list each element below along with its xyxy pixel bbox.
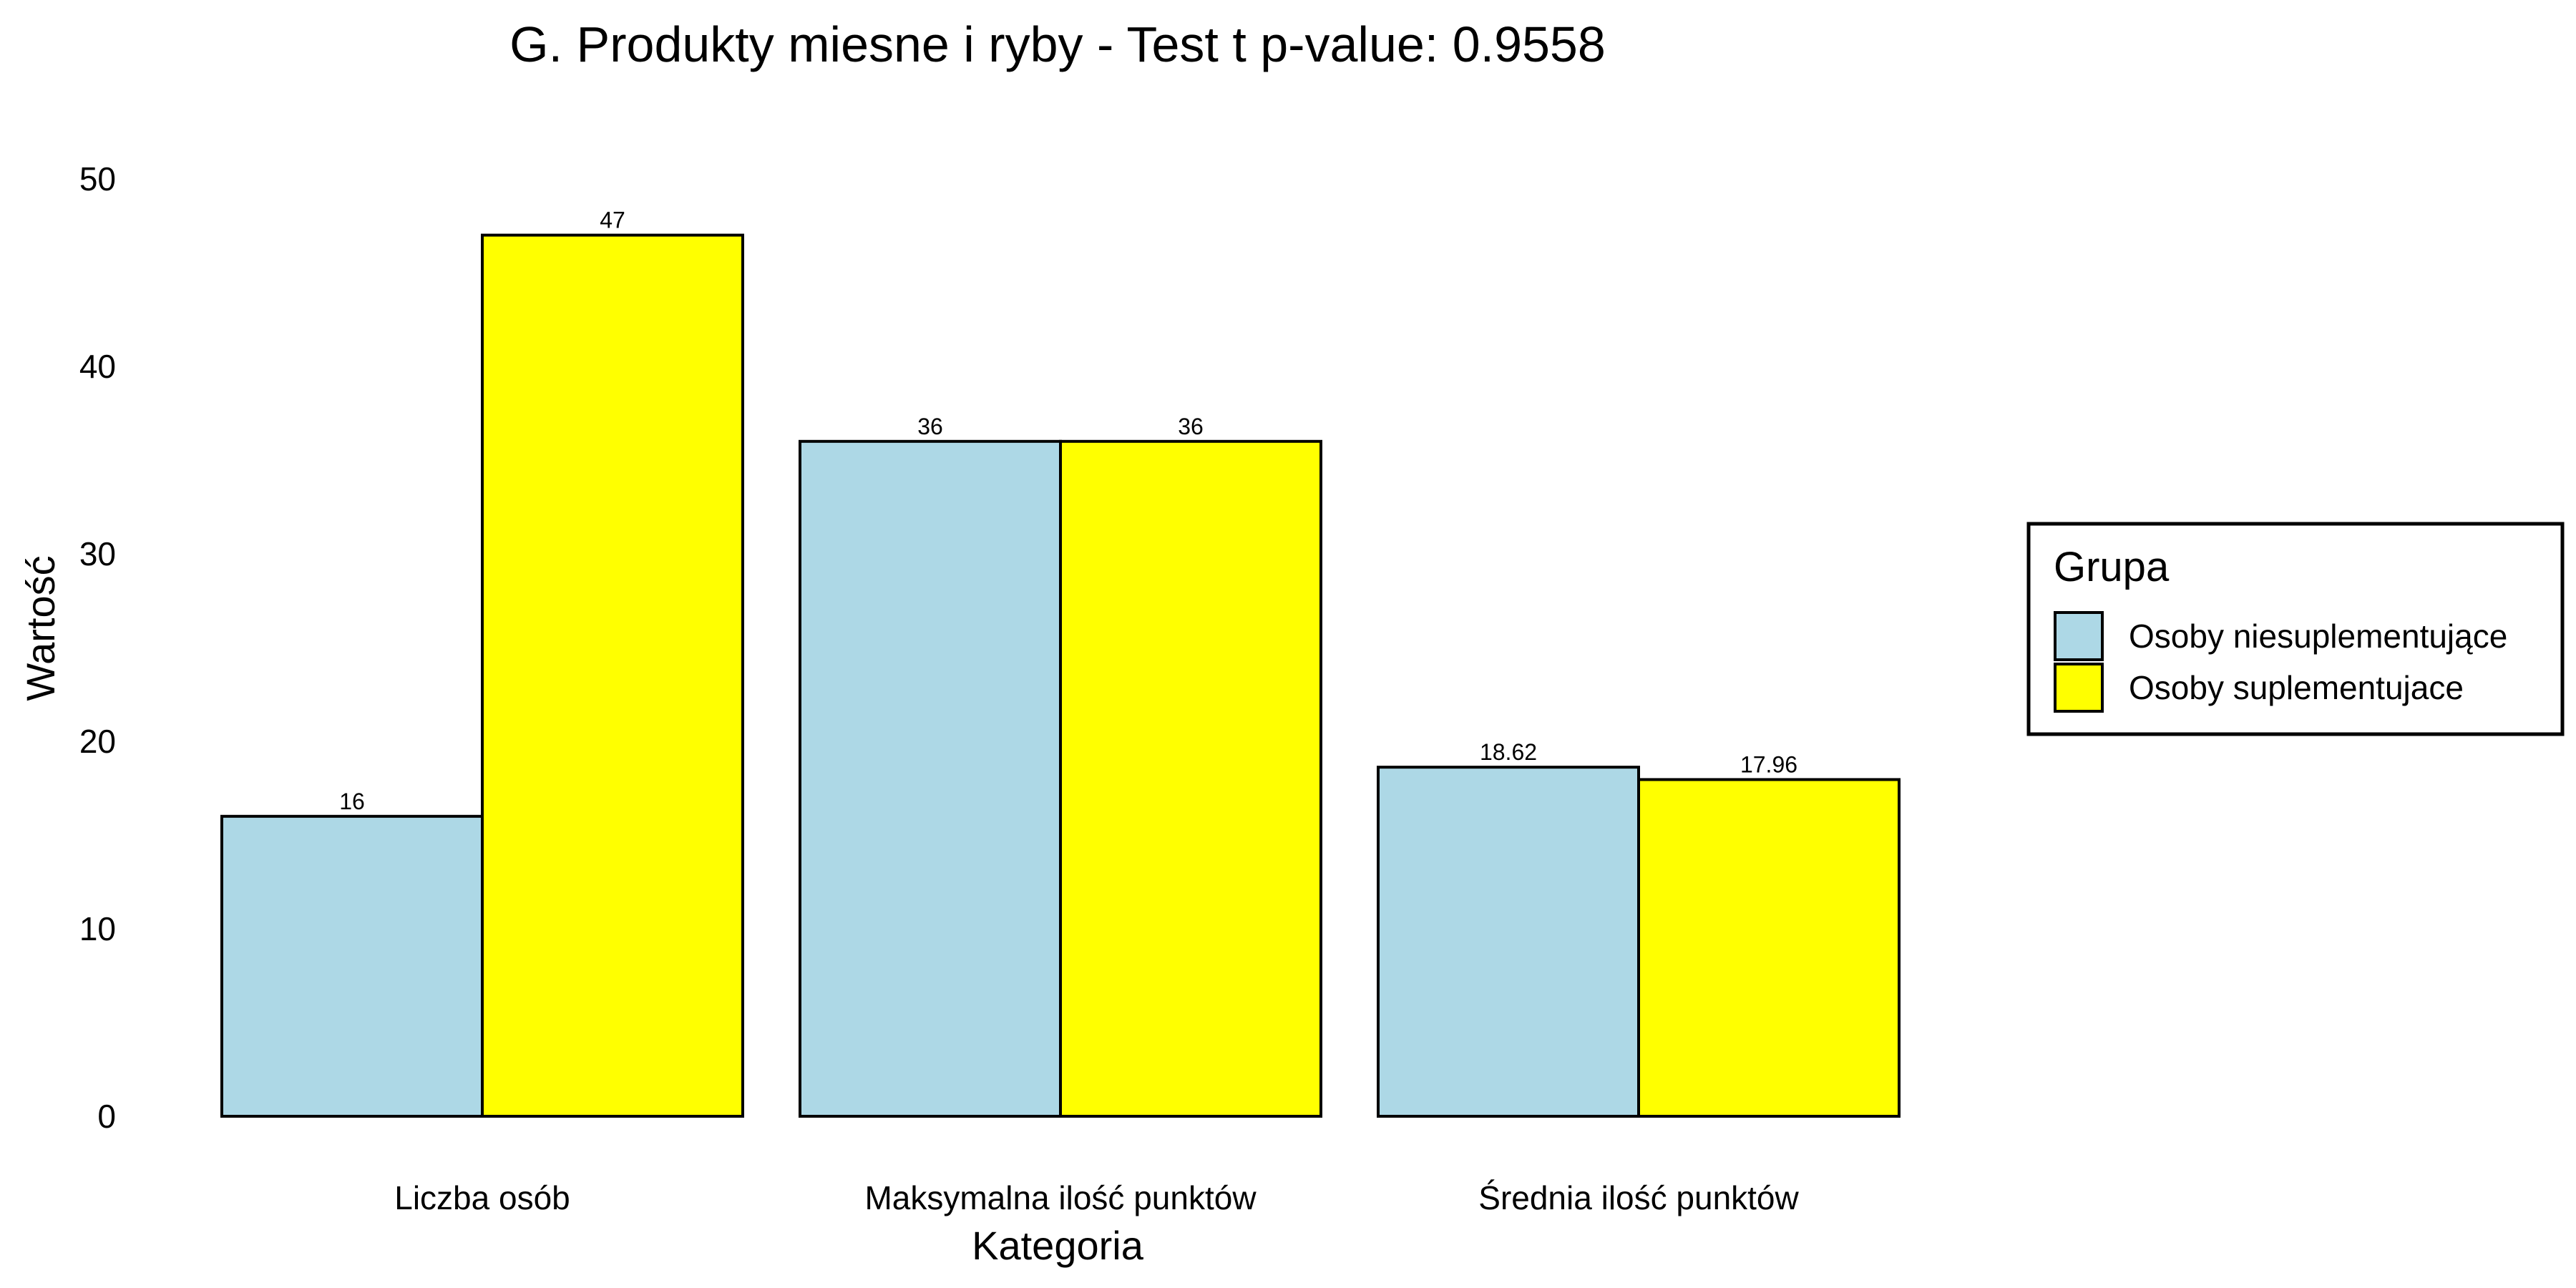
data-labels: 16 47 36 36 18.62 17.96 [339, 208, 1797, 814]
chart-title: G. Produkty miesne i ryby - Test t p-val… [509, 16, 1606, 72]
y-tick-label-20: 20 [79, 723, 116, 760]
y-tick-label-0: 0 [97, 1098, 116, 1135]
bar-maksymalna-ilosc-punktow-series-2 [1059, 439, 1322, 1118]
data-label-maksymalna-ilosc-punktow-series-2: 36 [1178, 414, 1204, 439]
legend-items: Osoby niesuplementujące Osoby suplementuj… [2054, 611, 2507, 713]
x-axis-labels: Liczba osób Maksymalna ilość punktów Średn… [394, 1179, 1799, 1216]
legend-title: Grupa [2054, 544, 2170, 590]
x-tick-label-liczba-osob: Liczba osób [394, 1179, 570, 1216]
legend-box [2026, 522, 2565, 736]
y-tick-label-30: 30 [79, 535, 116, 572]
y-tick-label-10: 10 [79, 910, 116, 947]
y-axis-ticks: 0 10 20 30 40 50 [79, 160, 116, 1135]
bar-srednia-ilosc-punktow-series-1 [1377, 766, 1640, 1118]
legend-label-series-1: Osoby niesuplementujące [2129, 618, 2507, 655]
data-label-srednia-ilosc-punktow-series-2: 17.96 [1740, 751, 1797, 777]
x-axis-title: Kategoria [972, 1223, 1144, 1268]
legend: Grupa Osoby niesuplementujące Osoby suple… [2026, 522, 2565, 736]
data-label-liczba-osob-series-1: 16 [339, 789, 365, 814]
y-axis-title: Wartość [18, 555, 63, 701]
bars [220, 233, 1901, 1118]
bar-srednia-ilosc-punktow-series-2 [1637, 778, 1901, 1118]
data-label-srednia-ilosc-punktow-series-1: 18.62 [1480, 739, 1537, 765]
x-tick-label-maksymalna-ilosc-punktow: Maksymalna ilość punktów [864, 1179, 1257, 1216]
x-tick-label-srednia-ilosc-punktow: Średnia ilość punktów [1478, 1179, 1799, 1216]
legend-swatch-series-2 [2054, 663, 2104, 713]
legend-swatch-series-1 [2054, 611, 2104, 661]
bar-maksymalna-ilosc-punktow-series-1 [799, 439, 1062, 1118]
data-label-maksymalna-ilosc-punktow-series-1: 36 [917, 414, 943, 439]
y-tick-label-50: 50 [79, 160, 116, 197]
data-label-liczba-osob-series-2: 47 [600, 208, 625, 233]
bar-liczba-osob-series-2 [481, 233, 744, 1118]
y-tick-label-40: 40 [79, 348, 116, 385]
legend-label-series-2: Osoby suplementujace [2129, 669, 2464, 706]
bar-liczba-osob-series-1 [220, 814, 484, 1118]
